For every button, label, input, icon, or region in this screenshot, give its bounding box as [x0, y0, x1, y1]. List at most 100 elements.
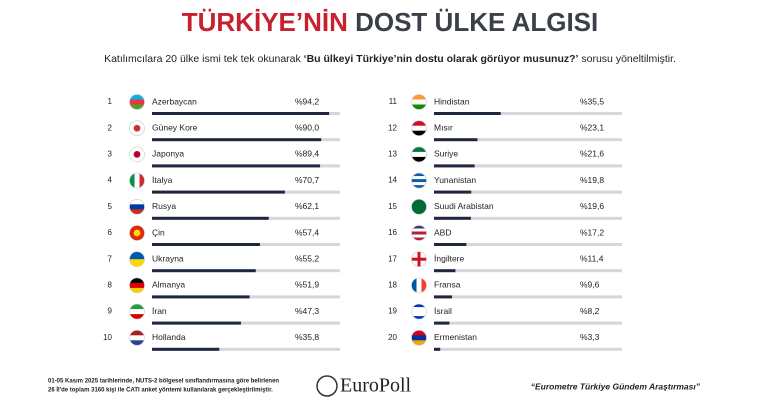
flag-stripe — [411, 99, 427, 105]
flag-border — [129, 199, 145, 215]
bar — [434, 112, 501, 115]
flag — [129, 251, 145, 267]
value-label: %17,2 — [580, 227, 604, 237]
country-name: İngiltere — [434, 253, 465, 263]
value-label: %57,4 — [295, 227, 319, 237]
flag-stripe — [129, 99, 145, 105]
bar — [434, 216, 471, 220]
flag-stripe — [411, 340, 427, 346]
flag-border — [129, 303, 145, 320]
bar — [434, 138, 478, 142]
flag-dot — [133, 151, 141, 158]
flag — [129, 330, 145, 346]
country-name: İsrail — [434, 306, 452, 316]
flag-border — [129, 251, 145, 268]
flag-stripe — [129, 209, 145, 215]
rank: 12 — [388, 123, 397, 132]
value-label: %35,8 — [295, 332, 319, 342]
bar-track — [434, 164, 622, 168]
flag-border — [411, 329, 427, 346]
flag-stripe — [411, 330, 427, 336]
flag-stripe — [411, 120, 427, 126]
flag — [411, 330, 427, 346]
rank: 13 — [388, 150, 397, 159]
flag-cross — [411, 257, 427, 261]
bar — [434, 269, 456, 273]
logo: EuroPoll — [340, 375, 412, 397]
flag-stripe — [411, 156, 427, 162]
rank: 3 — [108, 150, 113, 159]
flag-stripe — [411, 94, 427, 100]
flag-stripe — [411, 176, 427, 180]
bar — [434, 190, 472, 194]
flag-stripe — [411, 313, 427, 317]
value-label: %35,5 — [580, 96, 604, 106]
rank: 18 — [388, 281, 397, 290]
flag-border — [411, 94, 427, 110]
flag-border — [129, 172, 145, 189]
flag — [411, 146, 427, 162]
country-name: Rusya — [152, 201, 176, 211]
flag-stripe — [129, 340, 145, 346]
rank: 7 — [108, 254, 113, 263]
bar — [152, 347, 220, 351]
flag-stripe — [129, 282, 145, 289]
value-label: %19,8 — [580, 175, 604, 185]
bar — [152, 216, 269, 220]
flag-stripe — [129, 309, 145, 315]
flag-border — [129, 120, 145, 136]
flag-border — [411, 225, 427, 241]
flag — [129, 120, 145, 136]
rank: 8 — [108, 281, 113, 290]
rank: 5 — [108, 202, 113, 211]
value-label: %23,1 — [580, 122, 604, 132]
flag-stripe — [129, 287, 145, 293]
flag-stripe — [411, 277, 417, 293]
source: “Eurometre Türkiye Gündem Araştırması” — [531, 381, 701, 391]
flag-stripe — [134, 173, 140, 189]
title: TÜRKİYE’NİN DOST ÜLKE ALGISI — [182, 7, 599, 37]
flag-border — [129, 94, 145, 110]
bar — [152, 243, 260, 246]
bar-track — [434, 112, 622, 115]
bar-track — [434, 138, 622, 142]
flag-border — [411, 146, 427, 163]
flag-stripe — [411, 146, 427, 153]
bar — [434, 321, 450, 325]
flag-stripe — [129, 251, 145, 260]
bar-track — [434, 321, 622, 325]
flag-stripe — [421, 277, 427, 293]
value-label: %3,3 — [580, 332, 600, 342]
flag-stripe — [411, 199, 427, 215]
flag — [129, 173, 145, 189]
flag-stripe — [411, 304, 427, 308]
flag-stripe — [129, 335, 145, 341]
flag-stripe — [139, 173, 145, 189]
value-label: %70,7 — [295, 175, 319, 185]
flag — [411, 120, 427, 136]
flag-dot — [133, 229, 141, 237]
flag-stripe — [129, 330, 145, 336]
flag-stripe — [129, 304, 145, 310]
flag-stripe — [411, 225, 427, 229]
flag-border — [411, 199, 427, 215]
flag — [411, 173, 427, 189]
flag-stripe — [129, 94, 145, 100]
country-name: Azerbaycan — [152, 96, 197, 106]
flag — [411, 94, 427, 110]
flag-stripe — [411, 316, 427, 320]
flag — [129, 225, 145, 241]
bar-track — [434, 243, 622, 246]
rank: 20 — [388, 333, 397, 342]
flag-stripe — [129, 104, 145, 110]
country-name: ABD — [434, 227, 451, 237]
rank: 2 — [108, 123, 113, 132]
subtitle: Katılımcılara 20 ülke ismi tek tek okuna… — [104, 53, 676, 65]
country-name: Almanya — [152, 280, 185, 290]
flag-stripe — [411, 179, 427, 183]
flag-stripe — [411, 307, 427, 311]
bar-track — [434, 347, 622, 351]
value-label: %11,4 — [580, 253, 604, 263]
flag-stripe — [129, 314, 145, 320]
country-name: İran — [152, 306, 167, 316]
